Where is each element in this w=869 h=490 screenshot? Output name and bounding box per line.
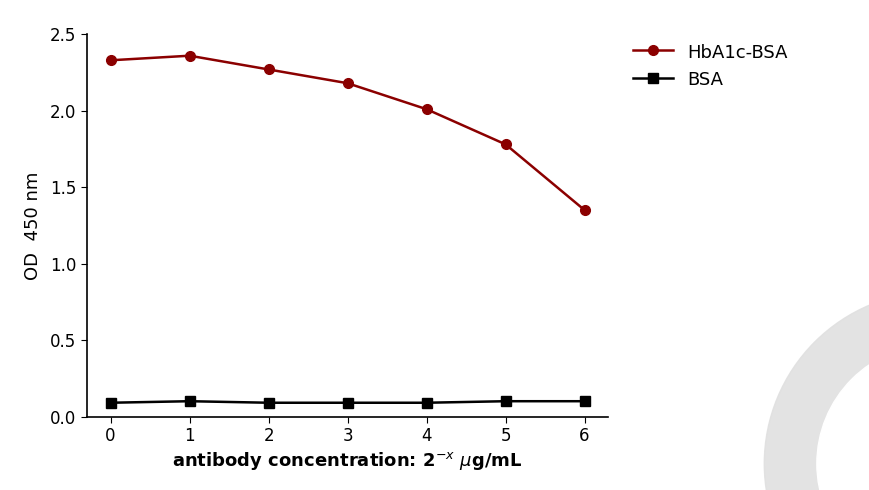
HbA1c-BSA (105, 57, 116, 63)
Y-axis label: OD  450 nm: OD 450 nm (23, 171, 42, 280)
HbA1c-BSA (421, 106, 432, 112)
Circle shape (817, 344, 869, 490)
BSA (342, 400, 353, 406)
BSA (184, 398, 195, 404)
Circle shape (765, 292, 869, 490)
BSA (421, 400, 432, 406)
HbA1c-BSA (501, 142, 511, 147)
X-axis label: antibody concentration: 2$^{-x}$ $\mu$g/mL: antibody concentration: 2$^{-x}$ $\mu$g/… (172, 450, 523, 472)
BSA (263, 400, 274, 406)
Line: BSA: BSA (106, 396, 589, 408)
BSA (501, 398, 511, 404)
Legend: HbA1c-BSA, BSA: HbA1c-BSA, BSA (633, 43, 787, 89)
HbA1c-BSA (580, 207, 590, 213)
HbA1c-BSA (184, 53, 195, 59)
Line: HbA1c-BSA: HbA1c-BSA (106, 51, 589, 215)
HbA1c-BSA (342, 80, 353, 86)
BSA (105, 400, 116, 406)
BSA (580, 398, 590, 404)
HbA1c-BSA (263, 67, 274, 73)
